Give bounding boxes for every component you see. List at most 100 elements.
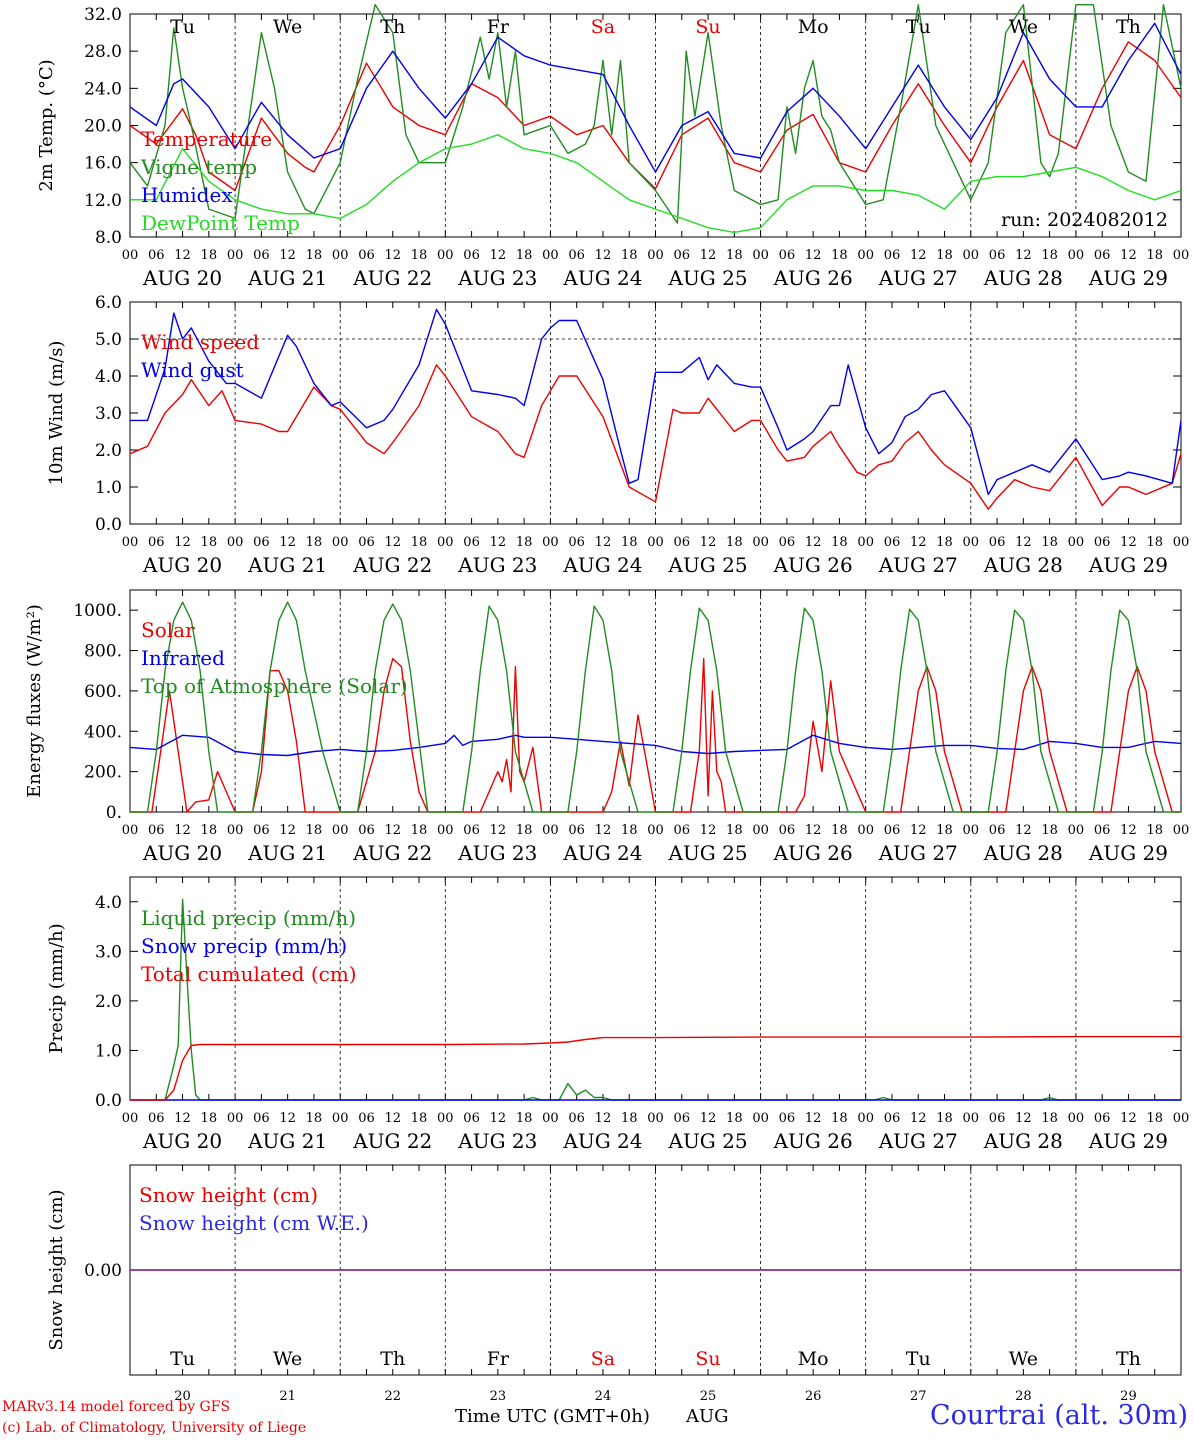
wind-date-label: AUG 20	[142, 553, 222, 577]
wind-hour-label: 00	[647, 535, 664, 550]
temperature-hour-label: 12	[384, 248, 401, 263]
weekday-bottom-label: Su	[695, 1348, 720, 1370]
temperature-ytick-label: 12.0	[84, 191, 122, 211]
day-number-label: 28	[1015, 1389, 1032, 1404]
temperature-hour-label: 00	[437, 248, 454, 263]
precip-hour-label: 12	[1015, 1111, 1032, 1126]
temperature-hour-label: 00	[332, 248, 349, 263]
precip-hour-label: 06	[989, 1111, 1006, 1126]
temperature-hour-label: 00	[963, 248, 980, 263]
weekday-top-label: Tu	[170, 16, 195, 38]
energy-hour-label: 06	[253, 823, 270, 838]
precip-legend-item: Liquid precip (mm/h)	[141, 906, 356, 930]
energy-series-infrared	[129, 734, 1182, 757]
month-label: AUG	[686, 1406, 729, 1427]
precip-hour-label: 06	[568, 1111, 585, 1126]
precip-hour-label: 12	[595, 1111, 612, 1126]
wind-hour-label: 06	[1094, 535, 1111, 550]
time-axis-label: Time UTC (GMT+0h)	[455, 1406, 650, 1427]
precip-hour-label: 18	[516, 1111, 533, 1126]
wind-hour-label: 18	[621, 535, 638, 550]
precip-hour-label: 12	[910, 1111, 927, 1126]
precip-date-label: AUG 28	[983, 1129, 1063, 1153]
temperature-hour-label: 18	[621, 248, 638, 263]
precip-hour-label: 12	[805, 1111, 822, 1126]
temperature-hour-label: 06	[989, 248, 1006, 263]
precip-hour-label: 06	[884, 1111, 901, 1126]
precip-hour-label: 12	[490, 1111, 507, 1126]
precip-hour-label: 18	[201, 1111, 218, 1126]
temperature-hour-label: 18	[201, 248, 218, 263]
energy-date-label: AUG 29	[1088, 841, 1168, 865]
wind-hour-label: 00	[542, 535, 559, 550]
wind-hour-label: 12	[595, 535, 612, 550]
energy-ytick-label: 600.	[84, 682, 122, 702]
precip-hour-label: 00	[227, 1111, 244, 1126]
precip-hour-label: 00	[437, 1111, 454, 1126]
precip-date-label: AUG 29	[1088, 1129, 1168, 1153]
wind-hour-label: 12	[700, 535, 717, 550]
run-label: run: 2024082012	[1001, 209, 1168, 231]
temperature-hour-label: 00	[122, 248, 139, 263]
wind-hour-label: 18	[201, 535, 218, 550]
day-number-label: 20	[174, 1389, 191, 1404]
precip-hour-label: 06	[148, 1111, 165, 1126]
energy-legend-item: Top of Atmosphere (Solar)	[141, 674, 408, 698]
wind-date-label: AUG 22	[352, 553, 432, 577]
wind-hour-label: 00	[437, 535, 454, 550]
temperature-hour-label: 12	[279, 248, 296, 263]
temperature-series-dewpoint-temp	[130, 134, 1182, 234]
precip-hour-label: 00	[1068, 1111, 1085, 1126]
energy-hour-label: 18	[1146, 823, 1163, 838]
energy-hour-label: 00	[857, 823, 874, 838]
snow-legend-item: Snow height (cm W.E.)	[139, 1211, 369, 1235]
energy-hour-label: 00	[227, 823, 244, 838]
temperature-ylabel: 2m Temp. (°C)	[36, 59, 57, 191]
energy-hour-label: 00	[647, 823, 664, 838]
weekday-bottom-label: Sa	[591, 1348, 615, 1370]
precip-hour-label: 00	[122, 1111, 139, 1126]
precip-legend-item: Total cumulated (cm)	[141, 962, 357, 986]
temperature-hour-label: 18	[936, 248, 953, 263]
wind-hour-label: 00	[857, 535, 874, 550]
station-name: Courtrai (alt. 30m)	[929, 1400, 1188, 1431]
precip-hour-label: 00	[647, 1111, 664, 1126]
wind-hour-label: 12	[910, 535, 927, 550]
energy-hour-label: 06	[1094, 823, 1111, 838]
temperature-frame	[129, 13, 1182, 238]
energy-hour-label: 06	[148, 823, 165, 838]
energy-hour-label: 18	[936, 823, 953, 838]
weekday-bottom-label: Tu	[170, 1348, 195, 1370]
temperature-hour-label: 06	[253, 248, 270, 263]
temperature-date-label: AUG 27	[878, 266, 958, 290]
weekday-bottom-label: We	[1009, 1348, 1038, 1370]
wind-hour-label: 18	[411, 535, 428, 550]
precip-hour-label: 18	[621, 1111, 638, 1126]
energy-hour-label: 18	[411, 823, 428, 838]
temperature-hour-label: 12	[1015, 248, 1032, 263]
wind-date-label: AUG 29	[1088, 553, 1168, 577]
weekday-top-label: Sa	[591, 16, 615, 38]
energy-hour-label: 12	[1015, 823, 1032, 838]
wind-date-label: AUG 28	[983, 553, 1063, 577]
energy-hour-label: 12	[279, 823, 296, 838]
energy-date-label: AUG 22	[352, 841, 432, 865]
precip-legend-item: Snow precip (mm/h)	[141, 934, 347, 958]
wind-hour-label: 12	[805, 535, 822, 550]
energy-hour-label: 00	[752, 823, 769, 838]
temperature-date-label: AUG 22	[352, 266, 432, 290]
wind-hour-label: 06	[989, 535, 1006, 550]
energy-date-label: AUG 21	[247, 841, 327, 865]
energy-ytick-label: 800.	[84, 642, 122, 662]
wind-series-wind-speed	[129, 364, 1182, 510]
day-number-label: 22	[384, 1389, 401, 1404]
temperature-hour-label: 12	[805, 248, 822, 263]
precip-hour-label: 12	[384, 1111, 401, 1126]
energy-hour-label: 00	[122, 823, 139, 838]
weekday-top-label: We	[1009, 16, 1038, 38]
wind-hour-label: 12	[1015, 535, 1032, 550]
wind-hour-label: 06	[358, 535, 375, 550]
temperature-date-label: AUG 23	[457, 266, 537, 290]
precip-hour-label: 00	[332, 1111, 349, 1126]
wind-date-label: AUG 23	[457, 553, 537, 577]
